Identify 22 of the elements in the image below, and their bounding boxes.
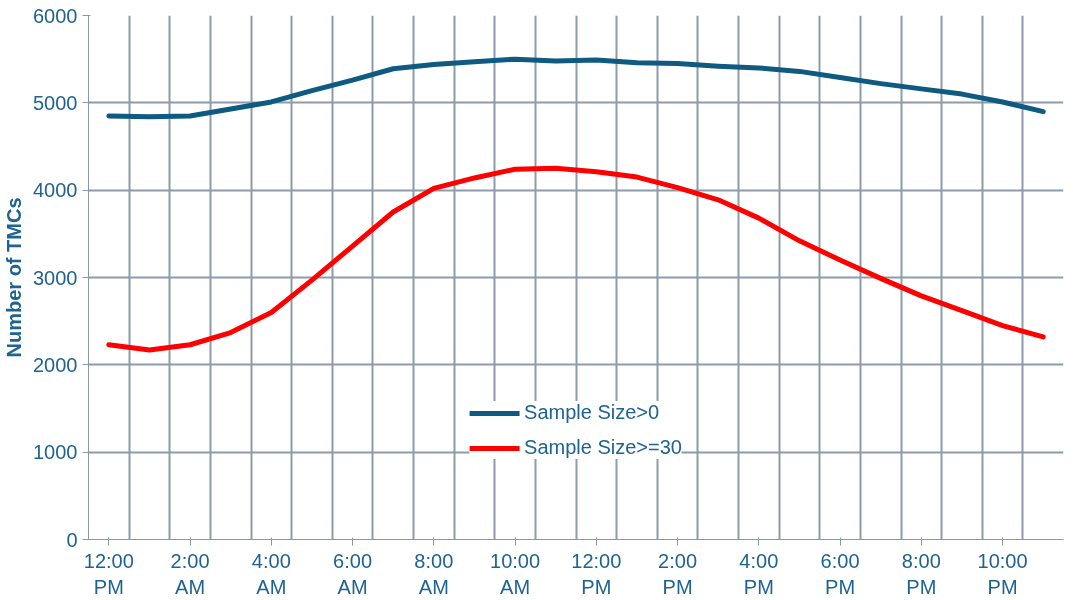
x-tick-label: 10:00 PM	[977, 549, 1028, 598]
x-tick-label: 6:00 AM	[333, 549, 373, 598]
x-tick-label: 4:00 AM	[251, 549, 291, 598]
x-tick-label: 2:00 AM	[170, 549, 210, 598]
y-tick-label: 1000	[33, 441, 78, 464]
legend-label: Sample Size>0	[524, 401, 660, 424]
y-tick-label: 5000	[33, 91, 78, 114]
y-tick-label: 0	[66, 528, 78, 551]
x-tick-label: 10:00 AM	[490, 549, 541, 598]
x-tick-label: 4:00 PM	[739, 549, 779, 598]
x-tick-label: 2:00 PM	[658, 549, 698, 598]
x-tick-label: 12:00 PM	[571, 549, 622, 598]
x-tick-label: 8:00 AM	[414, 549, 454, 598]
y-tick-label: 3000	[33, 266, 78, 289]
y-tick-label: 2000	[33, 353, 78, 376]
x-tick-label: 6:00 PM	[820, 549, 860, 598]
x-tick-label: 8:00 PM	[901, 549, 941, 598]
y-tick-label: 4000	[33, 179, 78, 202]
x-tick-label: 12:00 PM	[83, 549, 134, 598]
y-axis-title: Number of TMCs	[3, 197, 26, 358]
y-tick-label: 6000	[33, 4, 78, 27]
legend-label: Sample Size>=30	[524, 436, 682, 459]
